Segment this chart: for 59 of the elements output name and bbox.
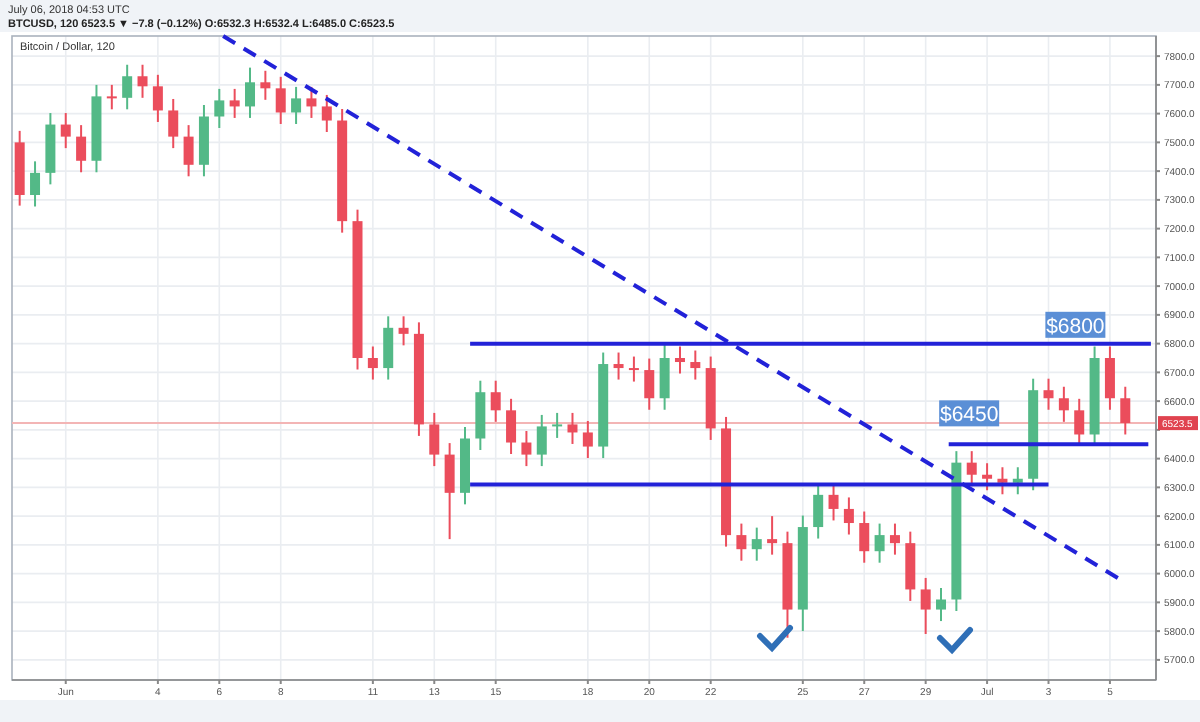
candlestick [905,530,916,602]
candlestick [367,345,378,381]
candlestick [306,85,317,119]
candlestick [889,522,900,556]
candlestick [966,450,977,488]
candlestick [429,411,440,468]
candlestick [628,355,639,383]
candlestick [1120,385,1131,436]
candlestick [321,93,332,134]
candlestick [674,345,685,375]
candlestick [152,73,163,123]
candlestick [1012,466,1023,496]
candlestick [383,315,394,381]
candlestick [767,515,778,556]
candlestick [536,413,547,468]
candlestick [229,87,240,119]
annotation: $6450 [939,403,999,428]
candlestick [490,379,501,423]
candlestick [828,482,839,522]
candlestick [398,315,409,347]
candlestick [122,63,133,111]
candlestick [1074,397,1085,447]
candlestick [444,442,455,541]
candlestick [859,510,870,564]
candlestick [567,411,578,445]
annotation: $6800 [1046,314,1105,339]
candlestick [260,69,271,101]
candlestick [1058,385,1069,423]
candlestick [137,63,148,99]
candlestick [997,466,1008,496]
candlestick [659,344,670,411]
candlestick [245,66,256,119]
candlestick [168,97,179,150]
candlestick [521,430,532,468]
candlestick [506,397,517,456]
candlestick [291,85,302,125]
candlestick [813,482,824,540]
candlestick [690,349,701,381]
candlestick [1043,377,1054,411]
candlestick [183,124,194,178]
candlestick [552,411,563,439]
candlestick [106,83,117,111]
candlestick [214,87,225,129]
candlestick [475,379,486,451]
candlestick [582,419,593,460]
candlestick [920,576,931,635]
candlestick [874,522,885,564]
candlestick [736,522,747,562]
candlestick [60,112,71,150]
candlestick [644,357,655,411]
candlestick [76,124,87,174]
candlestick [936,587,947,623]
candlestick [982,462,993,492]
candlestick [843,496,854,536]
candlestick [751,526,762,562]
candlestick [1104,345,1115,411]
candlestick [275,75,286,125]
candlestick [613,351,624,381]
candlestick [30,160,41,208]
